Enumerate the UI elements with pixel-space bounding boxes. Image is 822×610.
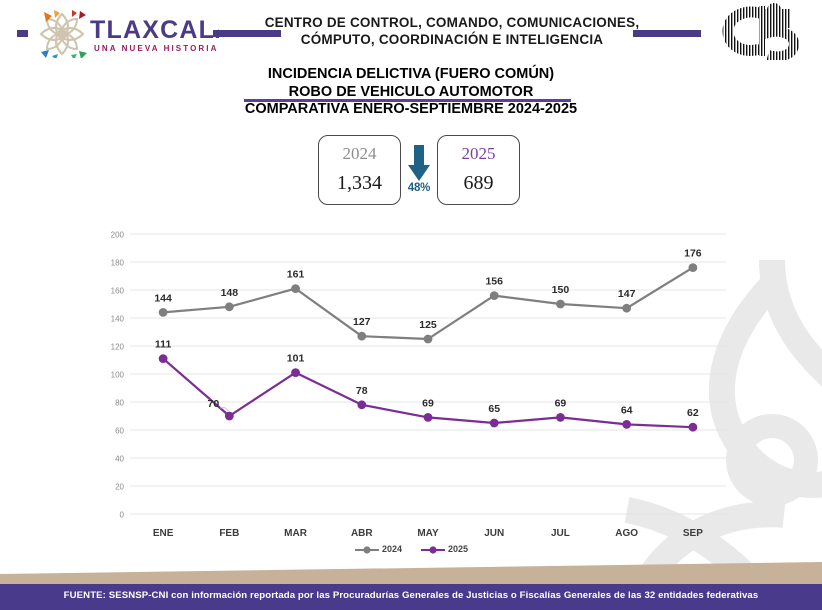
page-title-line3: COMPARATIVA ENERO-SEPTIEMBRE 2024-2025	[244, 101, 578, 117]
data-label: 150	[552, 284, 570, 296]
comparison-value-2025: 689	[463, 172, 494, 194]
data-point	[556, 299, 565, 309]
change-percent: 48%	[407, 182, 431, 194]
data-point	[291, 284, 300, 293]
y-axis-tick-label: 180	[111, 259, 125, 268]
header-rule-left	[213, 30, 281, 37]
y-axis-tick-label: 200	[111, 231, 125, 240]
data-label: 176	[684, 248, 702, 260]
y-axis-tick-label: 100	[111, 371, 125, 380]
data-point	[489, 291, 499, 300]
data-label: 69	[555, 397, 567, 409]
c5-logo-icon	[722, 3, 800, 60]
label-leader-line	[220, 406, 229, 412]
line-chart: 0 20 40 60 80 100 120 140 160 180 200 ENE FEB MAR ABR M…	[111, 231, 726, 539]
x-axis-tick-label: JUN	[484, 528, 504, 539]
x-axis-tick-label: JUL	[551, 528, 570, 539]
data-label: 147	[618, 288, 636, 300]
data-label: 62	[687, 407, 699, 419]
x-axis-tick-label: MAY	[417, 528, 439, 539]
data-label: 65	[488, 403, 500, 415]
tlaxcala-tagline: UNA NUEVA HISTORIA	[94, 44, 218, 53]
y-axis-tick-label: 40	[115, 455, 124, 464]
comparison-box-2024: 2024 1,334	[318, 135, 401, 205]
data-label: 101	[287, 353, 305, 365]
x-axis-tick-label: AGO	[615, 528, 638, 539]
tlaxcala-flower-icon: TLAXCALA UNA NUEVA HISTORIA	[39, 10, 219, 58]
data-point	[158, 354, 168, 363]
comparison-panel: 2024 1,334 48% 2025 689	[318, 135, 520, 205]
data-point	[688, 263, 698, 272]
data-point	[622, 303, 632, 313]
legend-label: 2025	[448, 544, 469, 555]
org-title-line2: CÓMPUTO, COORDINACIÓN E INTELIGENCIA	[300, 32, 604, 47]
data-point	[357, 331, 367, 341]
down-arrow-icon	[408, 145, 430, 181]
footer-source-text: FUENTE: SESNSP-CNI con información repor…	[63, 590, 759, 601]
chart-legend: 2024 2025	[0, 544, 822, 555]
data-label: 111	[155, 339, 172, 351]
data-label: 127	[353, 316, 371, 328]
data-label: 161	[287, 269, 305, 281]
data-point	[489, 418, 499, 428]
header-rule-right	[633, 30, 701, 37]
title-underline	[244, 99, 571, 102]
data-label: 70	[207, 398, 219, 410]
y-axis-tick-label: 60	[115, 427, 124, 436]
x-axis-tick-label: MAR	[284, 528, 308, 539]
data-point	[158, 308, 168, 317]
page-title: INCIDENCIA DELICTIVA (FUERO COMÚN) ROBO …	[0, 66, 822, 119]
x-axis-tick-label: ABR	[351, 528, 373, 539]
data-point	[688, 422, 698, 432]
page-header: TLAXCALA UNA NUEVA HISTORIA CENTRO DE CO…	[0, 0, 822, 62]
legend-item-2025[interactable]: 2025	[420, 544, 468, 555]
tlaxcala-wordmark: TLAXCALA	[90, 16, 219, 44]
y-axis-tick-label: 20	[115, 483, 124, 492]
x-axis-tick-label: ENE	[153, 528, 174, 539]
comparison-value-2024: 1,334	[337, 172, 382, 194]
data-point	[291, 368, 300, 377]
y-axis-tick-label: 0	[120, 511, 125, 520]
data-label: 69	[422, 397, 434, 409]
legend-marker-icon	[421, 546, 445, 554]
decorative-wedge	[0, 562, 822, 584]
comparison-box-2025: 2025 689	[437, 135, 520, 205]
data-label: 78	[356, 385, 368, 397]
data-point	[357, 400, 367, 410]
page-title-line1: INCIDENCIA DELICTIVA (FUERO COMÚN)	[267, 66, 555, 82]
comparison-year-2024: 2024	[342, 144, 377, 163]
data-point	[224, 302, 234, 312]
data-point	[224, 411, 234, 421]
footer-bar: FUENTE: SESNSP-CNI con información repor…	[0, 584, 822, 610]
data-point	[423, 413, 433, 422]
x-axis-tick-label: FEB	[219, 528, 239, 539]
y-axis-tick-label: 80	[115, 399, 124, 408]
y-axis-tick-label: 160	[111, 287, 125, 296]
data-label: 144	[154, 292, 172, 304]
header-dash-left	[17, 30, 28, 37]
y-axis-tick-label: 120	[111, 343, 125, 352]
data-point	[556, 413, 565, 422]
legend-item-2024[interactable]: 2024	[354, 544, 402, 555]
data-label: 64	[621, 404, 633, 416]
data-label: 156	[485, 276, 503, 288]
legend-marker-icon	[354, 546, 379, 554]
comparison-year-2025: 2025	[461, 144, 496, 163]
data-label: 125	[419, 319, 437, 331]
data-point	[423, 334, 433, 344]
data-point	[622, 420, 632, 429]
org-title-line1: CENTRO DE CONTROL, COMANDO, COMUNICACION…	[264, 15, 640, 30]
legend-label: 2024	[381, 544, 402, 555]
page-title-line2: ROBO DE VEHICULO AUTOMOTOR	[288, 83, 534, 100]
data-label: 148	[221, 287, 239, 299]
x-axis-tick-label: SEP	[683, 528, 703, 539]
y-axis-tick-label: 140	[111, 315, 125, 324]
org-title: CENTRO DE CONTROL, COMANDO, COMUNICACION…	[262, 14, 642, 48]
